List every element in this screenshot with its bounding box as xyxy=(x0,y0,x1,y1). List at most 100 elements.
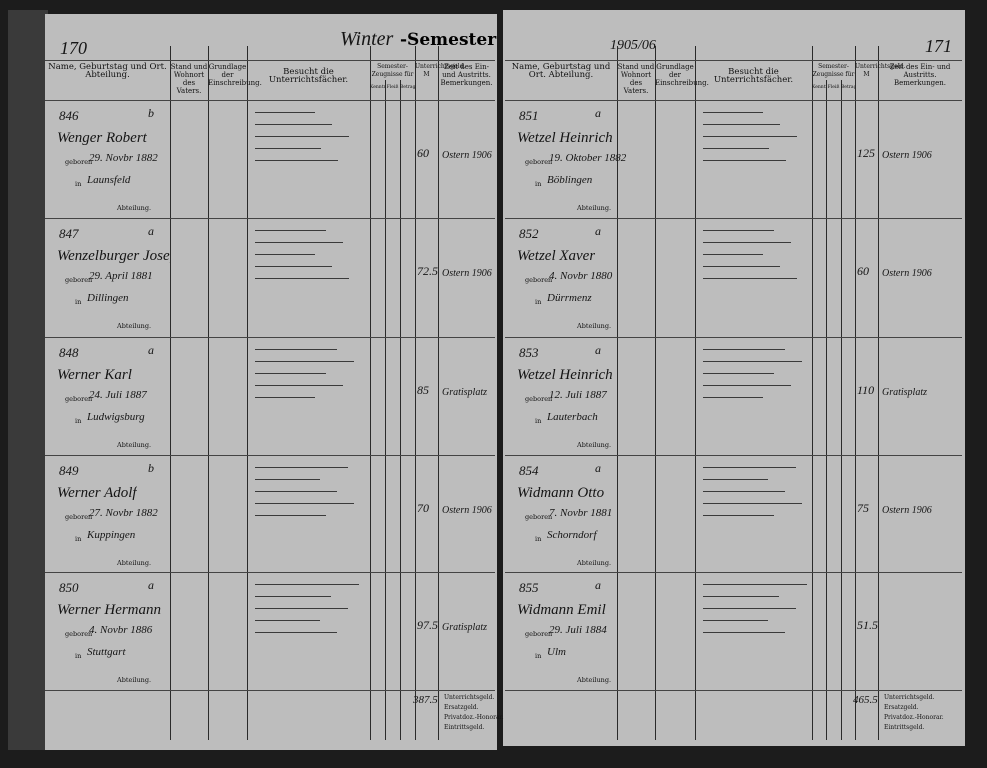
division: a xyxy=(148,343,154,357)
handwriting-line xyxy=(703,124,780,125)
row-line xyxy=(45,455,495,456)
student-name: Werner Hermann xyxy=(57,602,162,618)
label: in xyxy=(75,298,82,306)
birth-place: Schorndorf xyxy=(547,529,597,541)
column-line xyxy=(370,46,371,740)
column-line xyxy=(841,80,842,740)
column-header: Stand und Wohnort des Vaters. xyxy=(170,63,208,95)
fee: 97.5 xyxy=(417,618,438,632)
handwriting-line xyxy=(255,373,326,374)
row-line xyxy=(505,337,962,338)
entry-number: 855 xyxy=(519,580,539,595)
row-line xyxy=(45,100,495,101)
semester-hand: Winter xyxy=(340,28,394,50)
handwriting-line xyxy=(255,230,326,231)
label: in xyxy=(535,652,542,660)
footer-label: Privatdoz.-Honorar. xyxy=(444,714,504,721)
handwriting-line xyxy=(703,479,768,480)
remark: Ostern 1906 xyxy=(442,268,492,279)
column-header: Grundlage der Einschreibung. xyxy=(208,63,262,87)
handwriting-line xyxy=(703,148,769,149)
label: geboren xyxy=(65,276,93,284)
column-header: Unterrichtsgeld. M xyxy=(415,63,465,78)
handwriting-line xyxy=(255,479,320,480)
birth-place: Launsfeld xyxy=(87,174,131,186)
entry-number: 849 xyxy=(59,463,79,478)
row-line xyxy=(45,218,495,219)
birth-date: 29. April 1881 xyxy=(89,270,153,282)
division: a xyxy=(595,343,601,357)
birth-place: Lauterbach xyxy=(547,411,598,423)
handwriting-line xyxy=(703,160,786,161)
handwriting-line xyxy=(703,112,763,113)
row-line xyxy=(505,572,962,573)
division: a xyxy=(148,578,154,592)
footer-label: Unterrichtsgeld. xyxy=(884,694,935,701)
entry-number: 853 xyxy=(519,345,539,360)
row-line xyxy=(505,690,962,691)
total: 465.5 xyxy=(853,694,878,706)
handwriting-line xyxy=(255,608,348,609)
handwriting-line xyxy=(703,266,780,267)
remark: Ostern 1906 xyxy=(882,150,932,161)
label: in xyxy=(75,652,82,660)
handwriting-line xyxy=(703,515,774,516)
entry-number: 851 xyxy=(519,108,539,123)
birth-date: 4. Novbr 1886 xyxy=(89,624,153,636)
entry-number: 854 xyxy=(519,463,539,478)
semester-title: -Semester xyxy=(400,30,497,50)
footer-label: Eintrittsgeld. xyxy=(444,724,485,731)
label: geboren xyxy=(65,630,93,638)
handwriting-line xyxy=(255,136,349,137)
fee: 70 xyxy=(417,501,429,515)
label: Abteilung. xyxy=(577,559,612,567)
label: in xyxy=(75,535,82,543)
label: in xyxy=(535,298,542,306)
handwriting-line xyxy=(703,503,802,504)
total: 387.5 xyxy=(413,694,438,706)
handwriting-line xyxy=(703,632,785,633)
handwriting-line xyxy=(255,124,332,125)
entry-number: 850 xyxy=(59,580,79,595)
birth-date: 19. Oktober 1882 xyxy=(549,152,627,164)
label: in xyxy=(535,180,542,188)
remark: Ostern 1906 xyxy=(882,505,932,516)
fee: 85 xyxy=(417,383,429,397)
label: geboren xyxy=(525,276,553,284)
division: a xyxy=(595,578,601,592)
handwriting-line xyxy=(255,467,348,468)
student-name: Werner Karl xyxy=(57,367,132,383)
entry-number: 852 xyxy=(519,226,539,241)
book-edge xyxy=(8,10,48,750)
page-number: 170 xyxy=(60,38,87,58)
handwriting-line xyxy=(255,491,337,492)
handwriting-line xyxy=(703,361,802,362)
row-line xyxy=(505,218,962,219)
column-header: Besucht die Unterrichtsfächer. xyxy=(268,67,349,85)
footer-label: Privatdoz.-Honorar. xyxy=(884,714,944,721)
label: geboren xyxy=(65,513,93,521)
handwriting-line xyxy=(703,349,785,350)
division: a xyxy=(148,224,154,238)
column-line xyxy=(878,46,879,740)
label: geboren xyxy=(525,395,553,403)
column-header: Kenntnisse xyxy=(812,85,826,90)
label: Abteilung. xyxy=(117,559,152,567)
student-name: Werner Adolf xyxy=(57,485,137,501)
handwriting-line xyxy=(703,397,763,398)
label: Abteilung. xyxy=(117,441,152,449)
handwriting-line xyxy=(255,503,354,504)
column-header: Fleiß xyxy=(386,85,399,90)
handwriting-line xyxy=(255,620,320,621)
label: geboren xyxy=(525,158,553,166)
column-line xyxy=(170,46,171,740)
column-line xyxy=(617,46,618,740)
handwriting-line xyxy=(255,278,349,279)
student-name: Wetzel Xaver xyxy=(517,248,596,264)
fee: 60 xyxy=(417,146,429,160)
remark: Gratisplatz xyxy=(442,387,488,398)
footer-label: Ersatzgeld. xyxy=(444,704,479,711)
handwriting-line xyxy=(255,254,315,255)
birth-place: Ulm xyxy=(547,646,566,658)
student-name: Widmann Otto xyxy=(517,485,605,501)
